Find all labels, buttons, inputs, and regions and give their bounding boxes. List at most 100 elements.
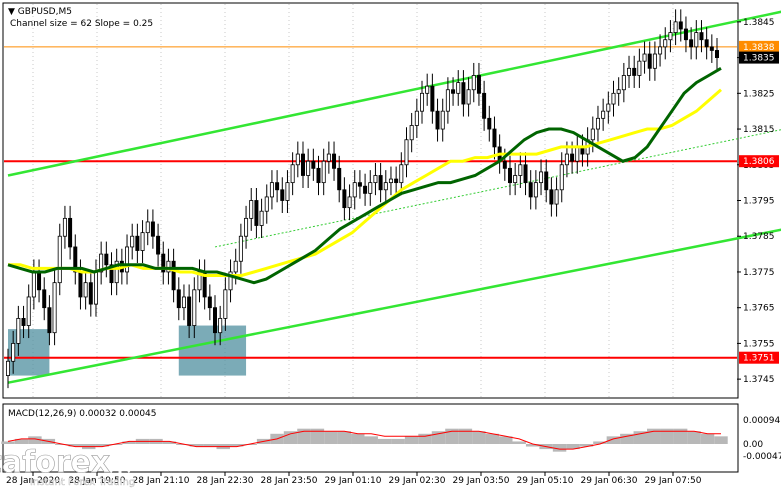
instaforex-logo-icon — [106, 448, 134, 476]
candle-body — [347, 196, 352, 209]
time-tick-label: 28 Jan 23:50 — [261, 476, 318, 486]
candle-body — [513, 175, 518, 184]
candle-body — [683, 28, 688, 41]
candle-body — [316, 167, 321, 184]
candle-body — [456, 82, 461, 94]
candle-body — [658, 46, 663, 55]
candle-body — [187, 296, 192, 326]
candle-body — [523, 164, 528, 184]
candle-body — [564, 153, 569, 166]
macd-tick-label: 0.00094 — [743, 416, 780, 426]
macd-histogram-bar — [95, 444, 109, 447]
macd-signal-line — [7, 430, 721, 450]
candle-body — [678, 21, 683, 30]
candle-body — [47, 307, 52, 334]
candle-body — [528, 182, 533, 198]
macd-tick-label: 0.00 — [743, 440, 763, 450]
candle-body — [627, 67, 632, 76]
candle-body — [549, 189, 554, 205]
candle-body — [73, 246, 78, 273]
candle-body — [409, 125, 414, 141]
candle-body — [378, 175, 383, 191]
time-tick-label: 29 Jan 01:10 — [325, 476, 382, 486]
candle-body — [306, 160, 311, 176]
candle-body — [595, 117, 600, 130]
candle-body — [357, 182, 362, 187]
channel-upper-line — [7, 10, 781, 177]
moving-averages — [7, 67, 722, 285]
candle-body — [125, 246, 130, 273]
price-tick-label: 1.3775 — [743, 268, 775, 278]
level-price-label-bg — [739, 351, 779, 364]
candle-body — [6, 360, 11, 376]
current-price-label: 1.3835 — [743, 54, 775, 64]
candle-body — [176, 289, 181, 309]
candle-body — [42, 289, 47, 309]
candle-body — [601, 110, 606, 119]
candle-body — [694, 32, 699, 48]
candle-body — [632, 67, 637, 76]
watermark: instaforex Instant Forex Trading — [0, 445, 135, 488]
watermark-brand: instaforex — [0, 445, 110, 480]
macd-histogram-bar — [122, 441, 136, 444]
candle-body — [715, 50, 720, 58]
candle-body — [373, 175, 378, 184]
price-tick-label: 1.3755 — [743, 339, 775, 349]
candle-body — [181, 296, 186, 309]
symbol-dropdown-icon[interactable]: ▼ — [8, 7, 18, 17]
candle-body — [430, 85, 435, 112]
macd-histogram-bar — [189, 444, 204, 447]
time-tick-label: 28 Jan 21:10 — [133, 476, 190, 486]
macd-histogram-bar — [673, 428, 688, 444]
candlestick-series — [6, 9, 720, 389]
candle-body — [451, 89, 456, 94]
candle-body — [611, 92, 616, 105]
candle-body — [383, 182, 388, 191]
grid-lines — [32, 4, 674, 397]
candle-body — [533, 182, 538, 198]
time-tick-label: 29 Jan 05:10 — [517, 476, 574, 486]
symbol-label: ▼ GBPUSD,M5 — [8, 7, 72, 17]
macd-histogram-bar — [579, 444, 594, 447]
candle-body — [244, 217, 249, 237]
macd-label: MACD(12,26,9) 0.00032 0.00045 — [8, 409, 157, 419]
candle-body — [363, 185, 368, 194]
candle-body — [218, 317, 223, 334]
candle-body — [238, 235, 243, 262]
candle-body — [559, 164, 564, 191]
candle-body — [637, 60, 642, 76]
candle-body — [88, 282, 93, 305]
candle-body — [394, 178, 399, 184]
candle-body — [135, 235, 140, 251]
candle-body — [352, 182, 357, 198]
level-price-label-bg — [739, 155, 779, 168]
candle-body — [461, 82, 466, 105]
macd-tick-label: -0.00047 — [743, 452, 781, 462]
candle-body — [31, 271, 36, 298]
candle-body — [621, 75, 626, 91]
macd-histogram-bar — [203, 444, 217, 447]
watermark-tagline: Instant Forex Trading — [30, 477, 135, 488]
candle-body — [616, 89, 621, 94]
candle-body — [420, 92, 425, 112]
candle-body — [440, 110, 445, 130]
macd-histogram-bar — [593, 441, 607, 444]
candle-body — [471, 75, 476, 91]
time-tick-label: 29 Jan 03:50 — [453, 476, 510, 486]
candle-body — [130, 235, 135, 248]
candle-body — [156, 235, 161, 255]
candle-body — [590, 128, 595, 141]
candle-body — [207, 296, 212, 309]
macd-plot-frame — [2, 403, 739, 473]
candle-body — [704, 39, 709, 48]
candle-body — [140, 232, 145, 251]
candle-body — [233, 260, 238, 273]
candle-body — [300, 153, 305, 176]
level-price-label: 1.3751 — [743, 354, 775, 364]
candle-body — [414, 110, 419, 126]
candle-body — [62, 217, 67, 237]
macd-histogram-bar — [566, 444, 580, 450]
time-tick-label: 28 Jan 19:50 — [69, 476, 126, 486]
level-price-label: 1.3806 — [743, 157, 775, 167]
